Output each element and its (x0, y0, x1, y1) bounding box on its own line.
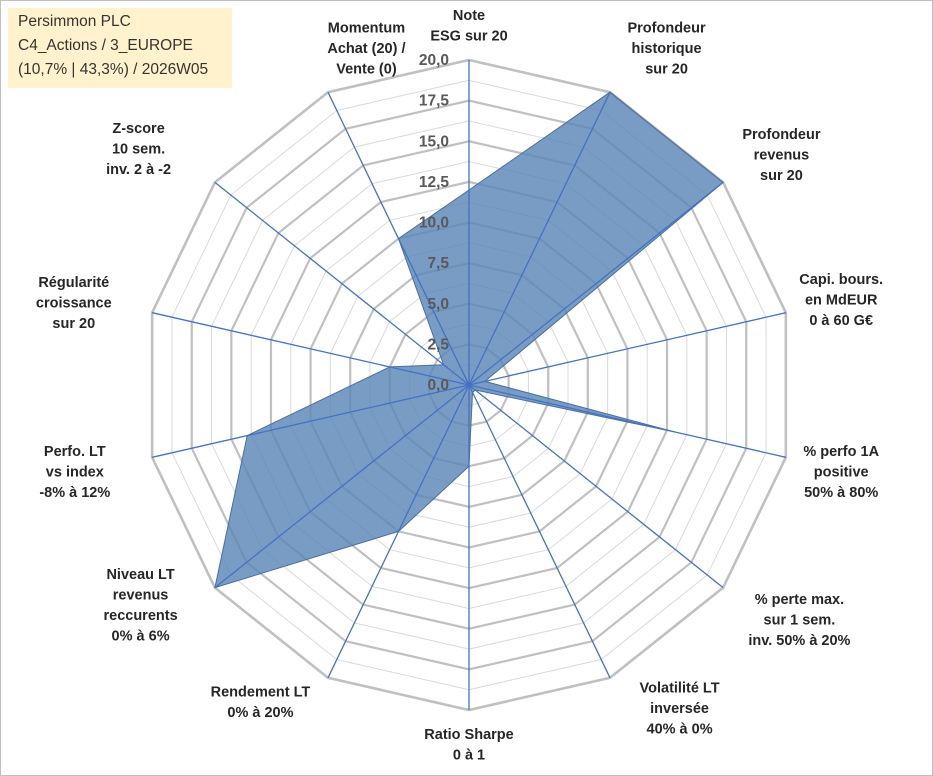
axis-label-line: Capi. bours. (799, 272, 883, 288)
axis-label: Capi. bours. en MdEUR 0 à 60 G€ (799, 272, 883, 329)
axis-label-line: Note (453, 8, 485, 24)
data-point (484, 380, 486, 382)
axis-label-line: historique (632, 41, 702, 57)
axis-label: Profondeur revenus sur 20 (742, 127, 820, 184)
axis-spoke (468, 384, 724, 589)
axis-label-line: positive (814, 465, 869, 481)
axis-label-line: Ratio Sharpe (424, 727, 513, 743)
axis-label-line: sur 20 (645, 61, 688, 77)
axis-label: Profondeur historique sur 20 (627, 20, 705, 77)
axis-label-line: 10 sem. (112, 142, 165, 158)
axis-spoke (214, 181, 470, 386)
data-point (397, 530, 399, 532)
axis-spoke (468, 91, 611, 386)
axis-label: % perte max. sur 1 sem. inv. 50% à 20% (748, 592, 850, 649)
tick-label: 2,5 (427, 336, 449, 353)
axis-label-line: 50% à 80% (804, 485, 878, 501)
axis-label-line: Profondeur (742, 127, 820, 143)
tick-label: 12,5 (419, 174, 450, 191)
axis-spoke (468, 384, 786, 458)
data-point (472, 391, 474, 393)
axis-label-line: 0 à 1 (453, 748, 485, 764)
axis-label-line: revenus (113, 587, 169, 603)
data-point (468, 189, 470, 191)
tick-label: 7,5 (427, 255, 449, 272)
axis-label: Régularité croissance sur 20 (36, 275, 112, 332)
axis-label-line: reccurents (103, 608, 177, 624)
axis-label-line: sur 1 sem. (764, 612, 836, 628)
axis-label-line: Vente (0) (336, 61, 397, 77)
tick-label: 0,0 (427, 377, 449, 394)
axis-spoke (468, 181, 724, 386)
axis-label-line: 40% à 0% (647, 722, 713, 738)
info-box: Persimmon PLC C4_Actions / 3_EUROPE (10,… (8, 8, 232, 88)
axis-label-line: en MdEUR (805, 292, 878, 308)
axis-label-line: 0 à 60 G€ (809, 313, 873, 329)
axis-label: Ratio Sharpe 0 à 1 (424, 727, 513, 764)
axis-label-line: Z-score (112, 121, 164, 137)
data-point (389, 366, 391, 368)
axis-label: % perfo 1A positive 50% à 80% (803, 444, 879, 501)
axis-label-line: revenus (754, 148, 810, 164)
data-point (246, 435, 248, 437)
axis-label: Niveau LT revenus reccurents 0% à 6% (103, 567, 177, 645)
data-point (468, 465, 470, 467)
axis-label-line: sur 20 (52, 316, 95, 332)
axis-label-line: Régularité (38, 275, 109, 291)
tick-label: 5,0 (427, 296, 449, 313)
axis-label-line: Profondeur (627, 20, 705, 36)
tick-label: 10,0 (419, 215, 449, 232)
axis-label-line: ESG sur 20 (430, 29, 507, 45)
axis-label: Rendement LT 0% à 20% (211, 685, 311, 722)
axis-label-line: Rendement LT (211, 685, 311, 701)
axis-label: Perfo. LT vs index -8% à 12% (39, 444, 110, 501)
axis-label-line: -8% à 12% (39, 485, 110, 501)
axis-label: Z-score 10 sem. inv. 2 à -2 (106, 121, 171, 178)
axis-label-line: Perfo. LT (44, 444, 106, 460)
axis-label: Note ESG sur 20 (430, 8, 507, 45)
axis-label-line: 0% à 6% (112, 628, 170, 644)
axis-label-line: % perfo 1A (803, 444, 879, 460)
data-point (609, 91, 611, 93)
data-point (397, 238, 399, 240)
axis-spoke (468, 384, 611, 679)
company-name: Persimmon PLC (18, 13, 131, 30)
axis-label-line: croissance (36, 295, 112, 311)
data-point (443, 364, 445, 366)
axis-label-line: 0% à 20% (227, 705, 293, 721)
category-label: C4_Actions / 3_EUROPE (18, 37, 193, 54)
axis-spoke (152, 312, 470, 386)
tick-label: 15,0 (419, 133, 449, 150)
data-point (674, 431, 676, 433)
data-point (474, 389, 476, 391)
axis-label-line: Niveau LT (106, 567, 174, 583)
axis-label-line: Momentum (328, 20, 405, 36)
stats-label: (10,7% | 43,3%) / 2026W05 (18, 61, 209, 78)
tick-label: 17,5 (419, 93, 450, 110)
axis-label-line: sur 20 (760, 168, 803, 184)
axis-label-line: inversée (650, 701, 709, 717)
axis-label-line: vs index (46, 465, 104, 481)
tick-label: 20,0 (419, 52, 449, 69)
axis-spoke (468, 312, 786, 386)
axis-label-line: Achat (20) / (327, 41, 405, 57)
axis-label-line: inv. 2 à -2 (106, 162, 171, 178)
axis-label: Momentum Achat (20) / Vente (0) (327, 20, 405, 77)
data-point (214, 587, 216, 589)
axis-spoke (214, 384, 470, 589)
axis-label: Volatilité LT inversée 40% à 0% (640, 681, 720, 738)
data-point (722, 181, 724, 183)
axis-label-line: Volatilité LT (640, 681, 720, 697)
axis-label-line: inv. 50% à 20% (748, 633, 850, 649)
axis-label-line: % perte max. (755, 592, 844, 608)
axis-spoke (152, 384, 470, 458)
